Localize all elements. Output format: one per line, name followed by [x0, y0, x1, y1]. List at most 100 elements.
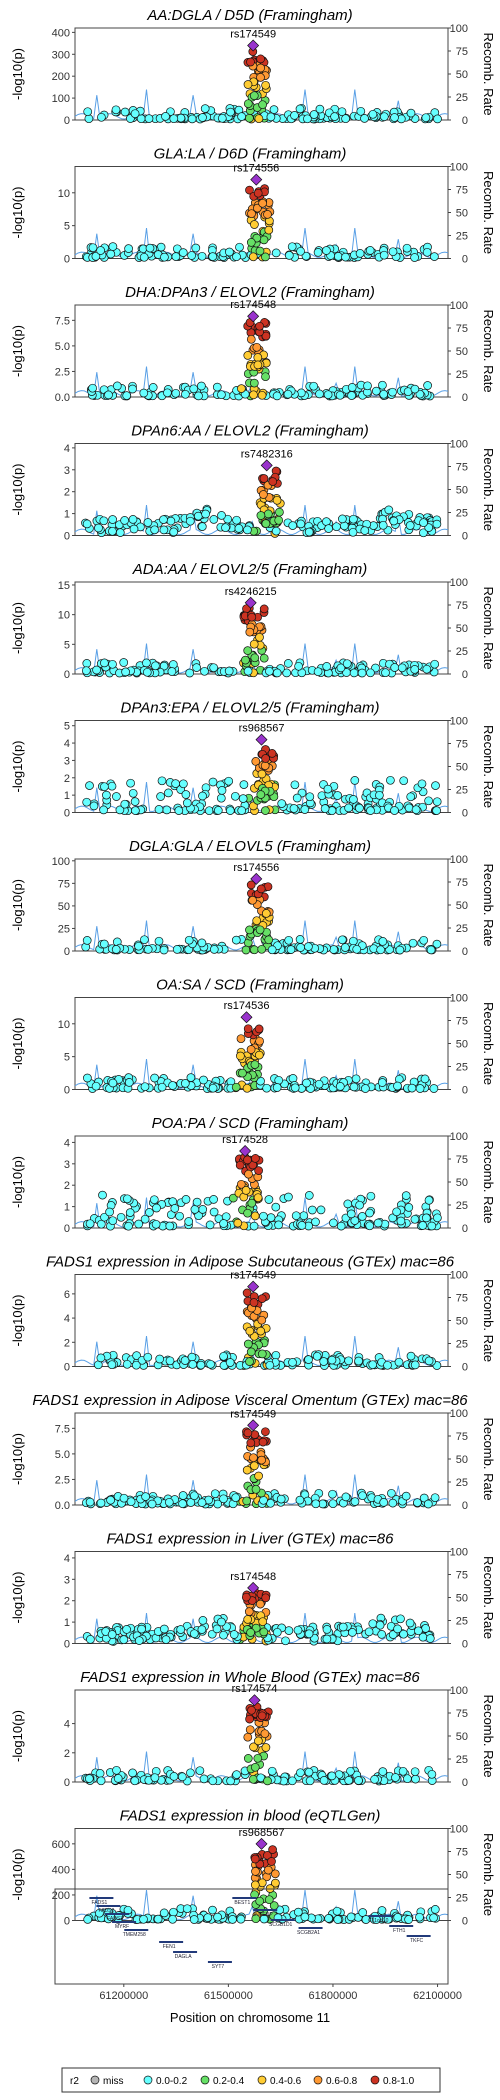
recomb-axis-label: Recomb. Rate	[481, 1833, 496, 1916]
recomb-tick-label: 50	[456, 1731, 468, 1743]
snp-point	[354, 1776, 363, 1785]
snp-point	[116, 1212, 126, 1222]
snp-point	[378, 937, 388, 946]
snp-point	[82, 797, 92, 807]
snp-point	[249, 91, 259, 101]
snp-point	[319, 1776, 329, 1785]
y-tick-label: 10	[58, 188, 70, 200]
snp-point	[250, 1854, 260, 1864]
gene-label: FADS2	[98, 1908, 114, 1914]
snp-point	[388, 1498, 398, 1508]
recomb-tick-label: 75	[456, 1431, 468, 1443]
snp-point	[216, 793, 226, 803]
y-tick-label: 2	[64, 1748, 70, 1760]
snp-point	[357, 668, 367, 678]
snp-point	[168, 1914, 177, 1924]
snp-point	[166, 516, 176, 526]
lead-snp-label: rs174549	[230, 1270, 276, 1282]
recomb-tick-label: 0	[462, 1639, 468, 1651]
snp-point	[257, 944, 267, 954]
snp-point	[261, 909, 271, 918]
snp-point	[257, 1711, 267, 1721]
snp-point	[267, 945, 277, 955]
snp-point	[410, 384, 420, 394]
y-axis-label: -log10(p)	[10, 1571, 25, 1623]
snp-point	[284, 251, 294, 260]
snp-point	[368, 1360, 378, 1370]
snp-point	[197, 1625, 207, 1634]
snp-point	[418, 1221, 428, 1230]
y-tick-label: 0.0	[55, 392, 70, 404]
recomb-tick-label: 25	[456, 1477, 468, 1489]
lead-snp-diamond	[240, 1011, 253, 1024]
snp-point	[378, 520, 388, 530]
y-tick-label: 100	[52, 93, 70, 105]
snp-point	[217, 390, 226, 400]
recomb-tick-label: 75	[456, 1154, 468, 1166]
recomb-tick-label: 100	[450, 854, 468, 866]
snp-point	[243, 1155, 252, 1165]
snp-point	[150, 1073, 159, 1083]
snp-point	[187, 114, 197, 124]
snp-point	[159, 1908, 169, 1918]
recomb-tick-label: 0	[462, 1500, 468, 1512]
snp-point	[169, 114, 179, 124]
snp-point	[253, 188, 263, 198]
y-tick-label: 0	[64, 1223, 70, 1235]
snp-point	[88, 243, 98, 253]
snp-point	[108, 515, 117, 524]
legend-swatch	[313, 2075, 323, 2085]
panel-title: DGLA:GLA / ELOVL5 (Framingham)	[129, 838, 371, 855]
panel-title: FADS1 expression in blood (eQTLGen)	[120, 1808, 381, 1825]
y-axis-label: -log10(p)	[10, 1017, 25, 1069]
lead-snp-diamond	[247, 310, 260, 323]
y-axis-label: -log10(p)	[10, 186, 25, 238]
snp-point	[248, 1774, 258, 1784]
recomb-tick-label: 25	[456, 1754, 468, 1766]
snp-point	[171, 388, 181, 398]
snp-point	[336, 663, 346, 673]
snp-point	[301, 251, 311, 261]
snp-point	[128, 384, 137, 394]
snp-point	[209, 663, 219, 673]
gene-label: FADS1	[91, 1900, 107, 1906]
snp-point	[256, 790, 266, 799]
snp-point	[199, 1774, 209, 1784]
recomb-tick-label: 75	[456, 1570, 468, 1582]
snp-point	[208, 1776, 218, 1786]
lead-snp-label: rs174548	[230, 299, 276, 311]
snp-point	[263, 1851, 272, 1860]
snp-point	[424, 1195, 434, 1205]
lead-snp-label: rs174556	[233, 862, 279, 874]
snp-point	[172, 945, 182, 954]
snp-point	[104, 390, 113, 400]
snp-point	[394, 1357, 404, 1367]
snp-point	[219, 1219, 228, 1228]
snp-point	[410, 1214, 420, 1224]
y-axis-label: -log10(p)	[10, 602, 25, 654]
snp-point	[253, 353, 263, 362]
panel-title: FADS1 expression in Adipose Visceral Ome…	[32, 1392, 468, 1409]
snp-point	[243, 525, 252, 535]
snp-point	[167, 667, 177, 676]
snp-point	[199, 1075, 208, 1085]
recomb-axis-label: Recomb. Rate	[481, 1417, 496, 1500]
x-tick-label: 61500000	[204, 1990, 253, 2002]
snp-point	[185, 668, 195, 678]
snp-point	[143, 518, 153, 527]
snp-point	[243, 1754, 253, 1763]
snp-point	[405, 1618, 415, 1628]
snp-point	[348, 1628, 357, 1637]
legend-label: 0.6-0.8	[326, 2076, 358, 2087]
snp-point	[333, 791, 342, 800]
snp-point	[403, 1774, 412, 1784]
snp-point	[124, 1221, 133, 1231]
snp-point	[261, 754, 270, 763]
lead-snp-label: rs174536	[224, 1000, 270, 1012]
snp-point	[261, 252, 270, 262]
snp-point	[407, 1083, 417, 1093]
snp-point	[309, 381, 319, 391]
panel-9: POA:PA / SCD (Framingham) 0 1 2 3 4 0 25 50 75 100…	[10, 1115, 496, 1235]
snp-point	[126, 778, 135, 788]
snp-point	[433, 1213, 442, 1223]
